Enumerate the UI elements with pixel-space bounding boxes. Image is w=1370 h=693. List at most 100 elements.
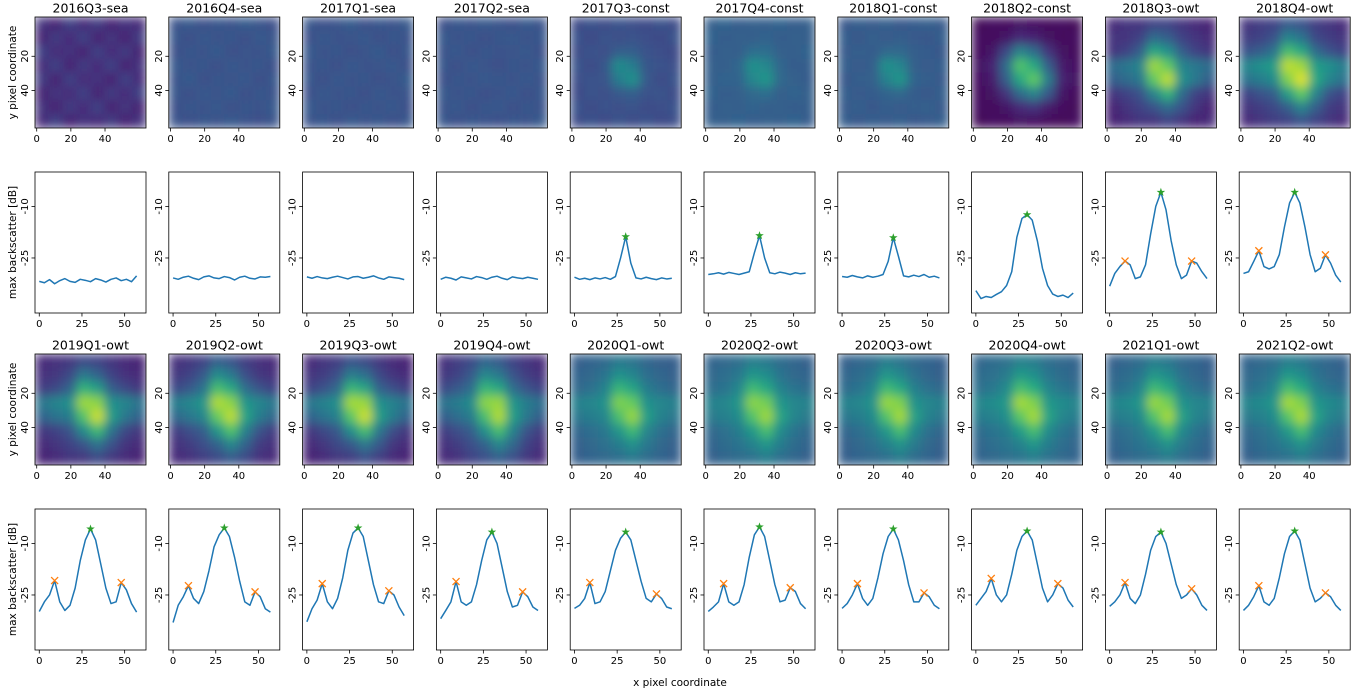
image <box>570 354 682 465</box>
heatmap-cell <box>1105 100 1120 115</box>
heatmap-cell <box>252 30 267 46</box>
heatmap-cell <box>1239 58 1254 74</box>
peak-marker <box>755 231 764 240</box>
heatmap-cell <box>118 30 133 46</box>
heatmap-cell <box>505 354 521 369</box>
heatmap-cell <box>1294 354 1310 369</box>
heatmap-cell <box>999 100 1014 115</box>
y-tick-label: -10 <box>288 198 299 214</box>
heatmap-cell <box>667 30 682 46</box>
heatmap-cell <box>1013 72 1028 87</box>
heatmap-cell <box>1040 395 1056 411</box>
heatmap-cell <box>62 86 78 101</box>
heatmap-cell <box>519 72 535 87</box>
x-tick-label: 20 <box>600 134 613 145</box>
side-peak-marker <box>719 579 728 588</box>
heatmap-cell <box>801 44 815 60</box>
heatmap-cell <box>1322 86 1337 101</box>
heatmap-cell <box>62 30 78 46</box>
heatmap-cell <box>865 44 881 60</box>
heatmap-cell <box>1188 30 1204 46</box>
x-tick-label: 25 <box>1012 319 1025 330</box>
y-tick-label: -10 <box>20 535 31 551</box>
x-tick-label: 0 <box>435 471 441 482</box>
heatmap-cell <box>971 409 987 424</box>
heatmap-cell <box>436 58 451 74</box>
axes-frame <box>34 508 147 651</box>
heatmap-cell <box>533 451 548 465</box>
heatmap-cell <box>344 86 359 101</box>
heatmap-cell <box>1160 72 1176 87</box>
heatmap-cell <box>1027 423 1042 438</box>
axes-frame <box>1105 353 1217 466</box>
heatmap-cell <box>704 17 719 32</box>
heatmap-cell <box>76 409 92 424</box>
heatmap-cell <box>837 409 853 424</box>
axes-frame <box>1105 508 1217 651</box>
side-peak-marker <box>1254 581 1263 590</box>
heatmap-cell <box>344 409 359 424</box>
heatmap-cell <box>759 367 774 383</box>
heatmap-cell <box>168 114 184 128</box>
heatmap-cell <box>759 354 774 369</box>
heatmap-cell <box>999 451 1014 465</box>
y-tick-label: 40 <box>957 84 968 97</box>
x-tick-label: 0 <box>970 134 976 145</box>
heatmap-cell <box>118 354 133 369</box>
x-tick-label: 40 <box>901 134 914 145</box>
axes-frame <box>168 508 281 651</box>
heatmap-cell <box>971 395 987 411</box>
heatmap-cell <box>625 114 641 128</box>
x-tick-label: 40 <box>1303 134 1316 145</box>
heatmap-cell <box>344 381 359 397</box>
heatmap-cell <box>358 72 373 87</box>
heatmap-cell <box>265 72 280 87</box>
heatmap-cell <box>224 367 239 383</box>
line <box>172 275 271 281</box>
heatmap-cell <box>464 423 479 438</box>
heatmap-cell <box>971 100 987 115</box>
heatmap-cell <box>48 114 64 128</box>
x-tick-label: 50 <box>520 656 533 667</box>
heatmap-cell <box>104 72 119 87</box>
heatmap-cell <box>1133 409 1148 424</box>
heatmap-cell <box>358 17 373 32</box>
heatmap-cell <box>48 58 64 74</box>
peak-marker <box>1290 526 1299 535</box>
y-tick-label: 40 <box>154 421 165 434</box>
heatmap-cell <box>865 17 881 32</box>
heatmap-cell <box>1308 423 1324 438</box>
heatmap-cell <box>302 30 318 46</box>
heatmap-cell <box>985 381 1000 397</box>
heatmap-cell <box>985 100 1000 115</box>
heatmap-cell <box>182 354 198 369</box>
heatmap-cell <box>851 381 867 397</box>
heatmap-cell <box>1174 58 1190 74</box>
heatmap-cell <box>653 44 668 60</box>
heatmap-cell <box>1280 86 1296 101</box>
x-tick-label: 20 <box>64 134 77 145</box>
heatmap-cell <box>316 437 331 452</box>
image-cells <box>1239 354 1351 465</box>
y-tick-label: -25 <box>1090 587 1101 603</box>
heatmap-cell <box>505 17 521 32</box>
y-tick-label: 20 <box>957 387 968 400</box>
heatmap-cell <box>491 114 507 128</box>
y-tick-label: -25 <box>957 587 968 603</box>
heatmap-cell <box>196 451 212 465</box>
heatmap-cell <box>731 86 747 101</box>
x-tick-label: 20 <box>1001 134 1014 145</box>
x-tick-label: 25 <box>1012 656 1025 667</box>
heatmap-cell <box>717 354 733 369</box>
heatmap-cell <box>1160 395 1176 411</box>
heatmap-cell <box>934 100 949 115</box>
x-tick-label: 50 <box>386 319 399 330</box>
heatmap-cell <box>773 58 788 74</box>
heatmap-cell <box>717 86 733 101</box>
y-tick-label: 20 <box>288 50 299 63</box>
heatmap-cell <box>759 44 774 60</box>
heatmap-cell <box>35 58 50 74</box>
heatmap-cell <box>450 86 465 101</box>
heatmap-cell <box>252 395 267 411</box>
